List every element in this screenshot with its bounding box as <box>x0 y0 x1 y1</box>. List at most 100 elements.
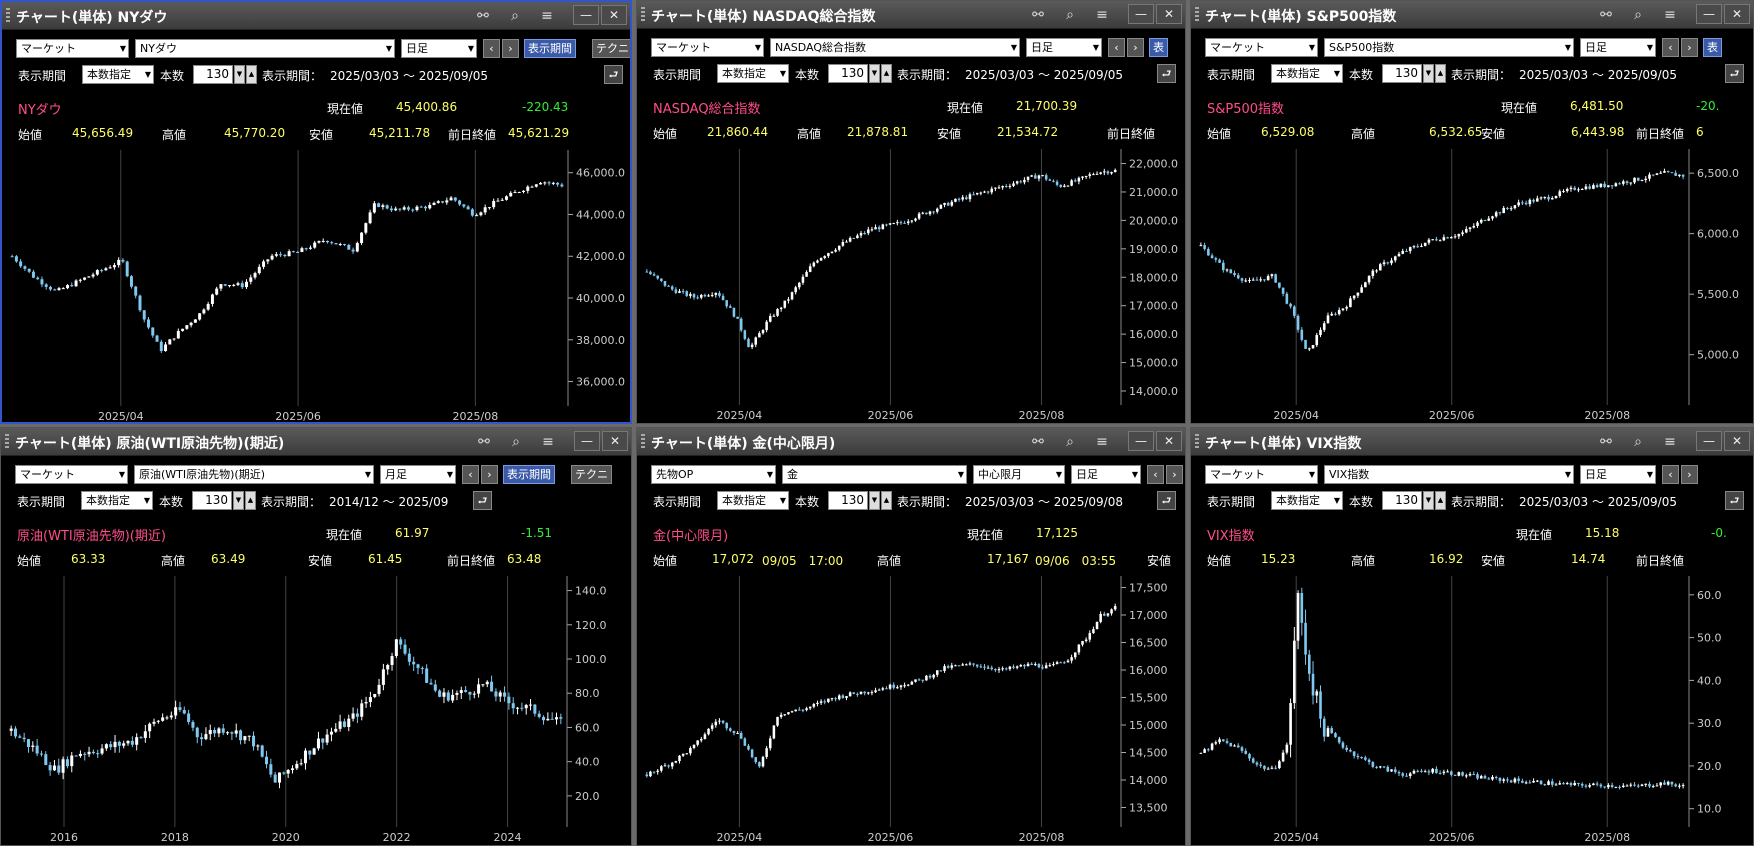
count-up-button[interactable]: ▲ <box>1435 491 1446 510</box>
minimize-button[interactable]: — <box>573 5 599 25</box>
drag-grip-icon[interactable] <box>6 8 10 24</box>
close-button[interactable]: ✕ <box>1156 431 1182 451</box>
next-button[interactable]: › <box>1681 465 1698 484</box>
selector-2[interactable]: 日足 ▼ <box>1580 465 1656 484</box>
selector-2[interactable]: 中心限月 ▼ <box>973 465 1065 484</box>
refresh-button[interactable]: ⮐ <box>1725 64 1744 83</box>
price-chart[interactable]: 2025/04 2025/06 2025/08 60.0 50.0 40.0 30.0 20.… <box>1191 576 1751 845</box>
count-down-button[interactable]: ▼ <box>1423 491 1434 510</box>
count-up-button[interactable]: ▲ <box>245 491 256 510</box>
selector-1[interactable]: VIX指数 ▼ <box>1324 465 1574 484</box>
minimize-button[interactable]: — <box>574 431 600 451</box>
menu-icon[interactable]: ≡ <box>542 434 554 450</box>
minimize-button[interactable]: — <box>1128 431 1154 451</box>
selector-0[interactable]: 先物OP ▼ <box>651 465 776 484</box>
selector-2[interactable]: 日足 ▼ <box>1026 38 1102 57</box>
search-icon[interactable]: ⌕ <box>512 434 520 450</box>
count-up-button[interactable]: ▲ <box>246 65 257 84</box>
count-down-button[interactable]: ▼ <box>869 64 880 83</box>
price-chart[interactable]: 2025/04 2025/06 2025/08 17,500 17,000 16,500 1… <box>637 576 1183 845</box>
period-button[interactable]: 表示期間 <box>503 465 555 484</box>
drag-grip-icon[interactable] <box>1195 7 1199 23</box>
mode-select[interactable]: 本数指定 ▼ <box>1271 491 1343 510</box>
selector-3[interactable]: 日足 ▼ <box>1071 465 1141 484</box>
next-button[interactable]: › <box>1166 465 1183 484</box>
selector-2[interactable]: 日足 ▼ <box>401 39 477 58</box>
next-button[interactable]: › <box>502 39 519 58</box>
count-down-button[interactable]: ▼ <box>1423 64 1434 83</box>
drag-grip-icon[interactable] <box>641 434 645 450</box>
selector-2[interactable]: 日足 ▼ <box>1580 38 1656 57</box>
link-icon[interactable]: ⚯ <box>1032 434 1044 450</box>
prev-button[interactable]: ‹ <box>1147 465 1164 484</box>
prev-button[interactable]: ‹ <box>483 39 500 58</box>
menu-icon[interactable]: ≡ <box>1096 434 1108 450</box>
mode-select[interactable]: 本数指定 ▼ <box>81 491 153 510</box>
close-button[interactable]: ✕ <box>1724 431 1750 451</box>
technical-button[interactable]: テクニ <box>571 465 612 484</box>
prev-button[interactable]: ‹ <box>1662 465 1679 484</box>
count-input[interactable]: 130 <box>1382 491 1422 510</box>
count-input[interactable]: 130 <box>828 64 868 83</box>
price-chart[interactable]: 2016 2018 2020 2022 2024 140.0 120.0 100.0 80.0 6… <box>1 576 629 845</box>
close-button[interactable]: ✕ <box>602 431 628 451</box>
close-button[interactable]: ✕ <box>601 5 627 25</box>
search-icon[interactable]: ⌕ <box>511 8 519 24</box>
count-input[interactable]: 130 <box>192 491 232 510</box>
refresh-button[interactable]: ⮐ <box>1725 491 1744 510</box>
period-button[interactable]: 表 <box>1703 38 1722 57</box>
refresh-button[interactable]: ⮐ <box>473 491 492 510</box>
minimize-button[interactable]: — <box>1696 4 1722 24</box>
next-button[interactable]: › <box>1127 38 1144 57</box>
selector-0[interactable]: マーケット ▼ <box>16 39 129 58</box>
menu-icon[interactable]: ≡ <box>541 8 553 24</box>
menu-icon[interactable]: ≡ <box>1664 7 1676 23</box>
technical-button[interactable]: テクニ <box>592 39 630 58</box>
count-down-button[interactable]: ▼ <box>869 491 880 510</box>
refresh-button[interactable]: ⮐ <box>604 65 623 84</box>
minimize-button[interactable]: — <box>1128 4 1154 24</box>
drag-grip-icon[interactable] <box>1195 434 1199 450</box>
mode-select[interactable]: 本数指定 ▼ <box>717 491 789 510</box>
selector-1[interactable]: 金 ▼ <box>782 465 967 484</box>
next-button[interactable]: › <box>1681 38 1698 57</box>
mode-select[interactable]: 本数指定 ▼ <box>717 64 789 83</box>
price-chart[interactable]: 2025/04 2025/06 2025/08 46,000.0 44,000.0 42,… <box>2 150 630 424</box>
close-button[interactable]: ✕ <box>1156 4 1182 24</box>
selector-2[interactable]: 月足 ▼ <box>380 465 456 484</box>
link-icon[interactable]: ⚯ <box>478 434 490 450</box>
selector-0[interactable]: マーケット ▼ <box>1205 38 1318 57</box>
mode-select[interactable]: 本数指定 ▼ <box>82 65 154 84</box>
selector-0[interactable]: マーケット ▼ <box>651 38 764 57</box>
search-icon[interactable]: ⌕ <box>1066 434 1074 450</box>
link-icon[interactable]: ⚯ <box>1600 7 1612 23</box>
mode-select[interactable]: 本数指定 ▼ <box>1271 64 1343 83</box>
count-input[interactable]: 130 <box>193 65 233 84</box>
count-up-button[interactable]: ▲ <box>1435 64 1446 83</box>
selector-0[interactable]: マーケット ▼ <box>15 465 128 484</box>
link-icon[interactable]: ⚯ <box>1032 7 1044 23</box>
drag-grip-icon[interactable] <box>5 434 9 450</box>
search-icon[interactable]: ⌕ <box>1634 7 1642 23</box>
count-down-button[interactable]: ▼ <box>234 65 245 84</box>
selector-0[interactable]: マーケット ▼ <box>1205 465 1318 484</box>
count-up-button[interactable]: ▲ <box>881 64 892 83</box>
selector-1[interactable]: NASDAQ総合指数 ▼ <box>770 38 1020 57</box>
count-input[interactable]: 130 <box>1382 64 1422 83</box>
search-icon[interactable]: ⌕ <box>1634 434 1642 450</box>
period-button[interactable]: 表 <box>1149 38 1168 57</box>
period-button[interactable]: 表示期間 <box>524 39 576 58</box>
prev-button[interactable]: ‹ <box>1108 38 1125 57</box>
price-chart[interactable]: 2025/04 2025/06 2025/08 22,000.0 21,000.0 20,… <box>637 149 1183 423</box>
next-button[interactable]: › <box>481 465 498 484</box>
selector-1[interactable]: NYダウ ▼ <box>135 39 395 58</box>
minimize-button[interactable]: — <box>1696 431 1722 451</box>
selector-1[interactable]: 原油(WTI原油先物)(期近) ▼ <box>134 465 374 484</box>
selector-1[interactable]: S&P500指数 ▼ <box>1324 38 1574 57</box>
count-down-button[interactable]: ▼ <box>233 491 244 510</box>
search-icon[interactable]: ⌕ <box>1066 7 1074 23</box>
count-input[interactable]: 130 <box>828 491 868 510</box>
refresh-button[interactable]: ⮐ <box>1157 491 1176 510</box>
prev-button[interactable]: ‹ <box>1662 38 1679 57</box>
prev-button[interactable]: ‹ <box>462 465 479 484</box>
